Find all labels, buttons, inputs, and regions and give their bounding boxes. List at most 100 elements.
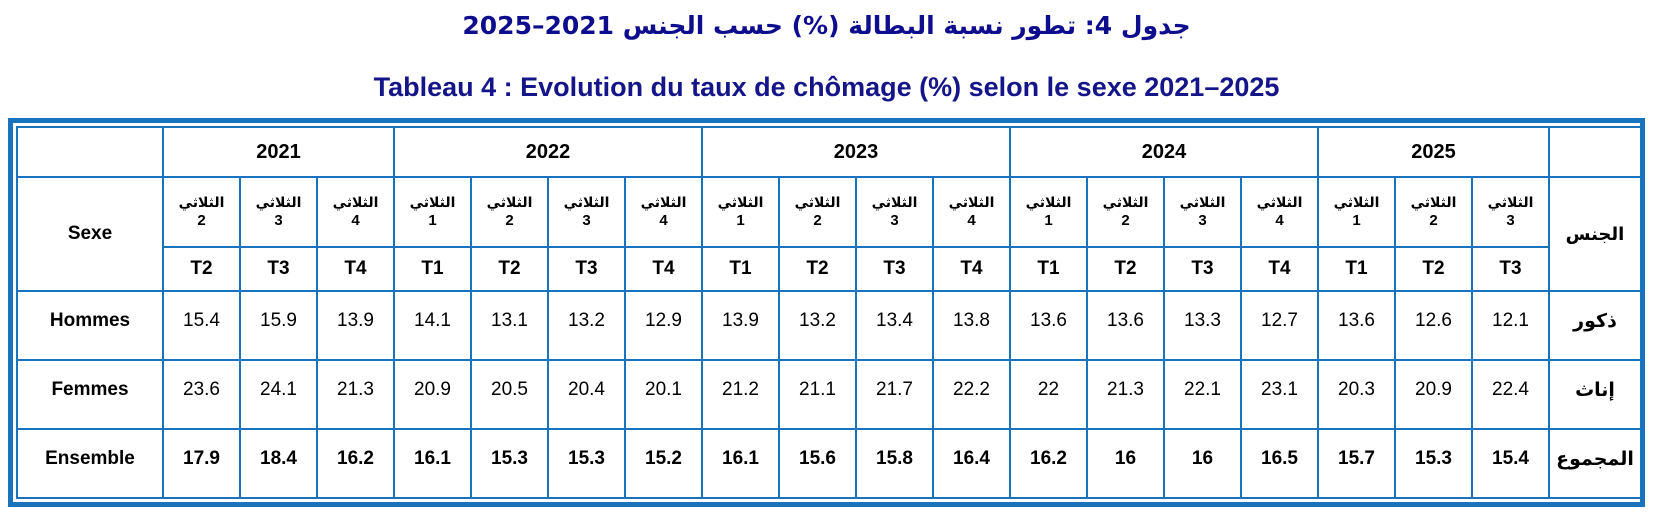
value-cell: 15.3 [1394,428,1473,499]
value-cell: 16 [1163,428,1242,499]
t-label-cell: T1 [701,246,780,292]
quarter-header-cell: الثلاثي 3 [239,176,318,248]
value-cell: 15.4 [162,290,241,361]
row-label-ensemble: Ensemble [16,428,164,499]
quarter-number: 1 [1352,212,1361,229]
value-cell: 15.8 [855,428,934,499]
year-header-2023: 2023 [701,126,1011,178]
row-label-arabic-ensemble: المجموع [1548,428,1642,499]
value-cell: 16.1 [701,428,780,499]
quarter-word: الثلاثي [1333,195,1380,211]
quarter-number: 2 [197,212,206,229]
quarter-word: الثلاثي [717,195,764,211]
value-cell: 13.9 [701,290,780,361]
corner-cell-top-right [1548,126,1642,178]
value-cell: 16.2 [1009,428,1088,499]
value-cell: 22 [1009,359,1088,430]
quarter-header-cell: الثلاثي 4 [932,176,1011,248]
quarter-header-cell: الثلاثي 3 [547,176,626,248]
quarter-word: الثلاثي [948,195,995,211]
quarter-header-cell: الثلاثي 4 [1240,176,1319,248]
quarter-number: 1 [1044,212,1053,229]
quarter-header-cell: الثلاثي 3 [1471,176,1550,248]
quarter-header-cell: الثلاثي 4 [624,176,703,248]
quarter-header-cell: الثلاثي 1 [701,176,780,248]
table-row-femmes: Femmes 23.6 24.1 21.3 20.9 20.5 20.4 20.… [16,359,1642,430]
quarter-word: الثلاثي [409,195,456,211]
t-label-cell: T3 [855,246,934,292]
t-label-cell: T3 [239,246,318,292]
year-header-2024: 2024 [1009,126,1319,178]
value-cell: 20.4 [547,359,626,430]
value-cell: 22.1 [1163,359,1242,430]
value-cell: 15.3 [547,428,626,499]
t-label-cell: T1 [1009,246,1088,292]
quarter-word: الثلاثي [563,195,610,211]
value-cell: 18.4 [239,428,318,499]
year-header-2021: 2021 [162,126,395,178]
t-label-cell: T3 [1471,246,1550,292]
value-cell: 16.4 [932,428,1011,499]
value-cell: 21.3 [1086,359,1165,430]
value-cell: 24.1 [239,359,318,430]
table-row-hommes: Hommes 15.4 15.9 13.9 14.1 13.1 13.2 12.… [16,290,1642,361]
value-cell: 15.7 [1317,428,1396,499]
value-cell: 15.4 [1471,428,1550,499]
value-cell: 21.2 [701,359,780,430]
t-label-header-row: T2 T3 T4 T1 T2 T3 T4 T1 T2 T3 T4 T1 T2 T… [17,246,1641,292]
value-cell: 12.6 [1394,290,1473,361]
t-label-cell: T4 [1240,246,1319,292]
value-cell: 13.2 [778,290,857,361]
quarter-header-cell: الثلاثي 2 [162,176,241,248]
value-cell: 13.3 [1163,290,1242,361]
value-cell: 21.7 [855,359,934,430]
quarter-header-cell: الثلاثي 3 [855,176,934,248]
value-cell: 16.5 [1240,428,1319,499]
quarter-number: 4 [967,212,976,229]
value-cell: 21.3 [316,359,395,430]
quarter-word: الثلاثي [1025,195,1072,211]
quarter-header-cell: الثلاثي 2 [778,176,857,248]
quarter-header-cell: الثلاثي 4 [316,176,395,248]
value-cell: 16.1 [393,428,472,499]
quarter-word: الثلاثي [178,195,225,211]
quarter-number: 2 [1121,212,1130,229]
quarter-header-cell: الثلاثي 2 [470,176,549,248]
value-cell: 23.6 [162,359,241,430]
value-cell: 13.9 [316,290,395,361]
value-cell: 22.2 [932,359,1011,430]
table-title-arabic: جدول 4: تطور نسبة البطالة (%) حسب الجنس … [462,11,1191,40]
quarter-number: 4 [351,212,360,229]
value-cell: 13.1 [470,290,549,361]
year-header-row: 2021 2022 2023 2024 2025 [16,126,1642,178]
t-label-cell: T1 [1317,246,1396,292]
quarter-word: الثلاثي [794,195,841,211]
quarter-word: الثلاثي [255,195,302,211]
year-header-2025: 2025 [1317,126,1550,178]
value-cell: 15.2 [624,428,703,499]
t-label-cell: T4 [932,246,1011,292]
value-cell: 21.1 [778,359,857,430]
value-cell: 13.2 [547,290,626,361]
quarter-number: 1 [736,212,745,229]
table-frame: 2021 2022 2023 2024 2025 Sexe الثلاثي 2 ا… [8,118,1645,507]
row-label-arabic-hommes: ذكور [1548,290,1642,361]
value-cell: 14.1 [393,290,472,361]
value-cell: 15.3 [470,428,549,499]
value-cell: 20.5 [470,359,549,430]
quarter-number: 3 [1198,212,1207,229]
quarter-header-cell: الثلاثي 3 [1163,176,1242,248]
quarter-number: 3 [582,212,591,229]
quarter-number: 2 [813,212,822,229]
sexe-header-cell: Sexe [16,176,164,292]
quarter-header-cell: الثلاثي 1 [1317,176,1396,248]
quarter-word: الثلاثي [640,195,687,211]
t-label-cell: T3 [1163,246,1242,292]
quarter-word: الثلاثي [486,195,533,211]
value-cell: 13.6 [1317,290,1396,361]
t-label-cell: T2 [778,246,857,292]
value-cell: 20.1 [624,359,703,430]
quarter-word: الثلاثي [1410,195,1457,211]
value-cell: 12.1 [1471,290,1550,361]
